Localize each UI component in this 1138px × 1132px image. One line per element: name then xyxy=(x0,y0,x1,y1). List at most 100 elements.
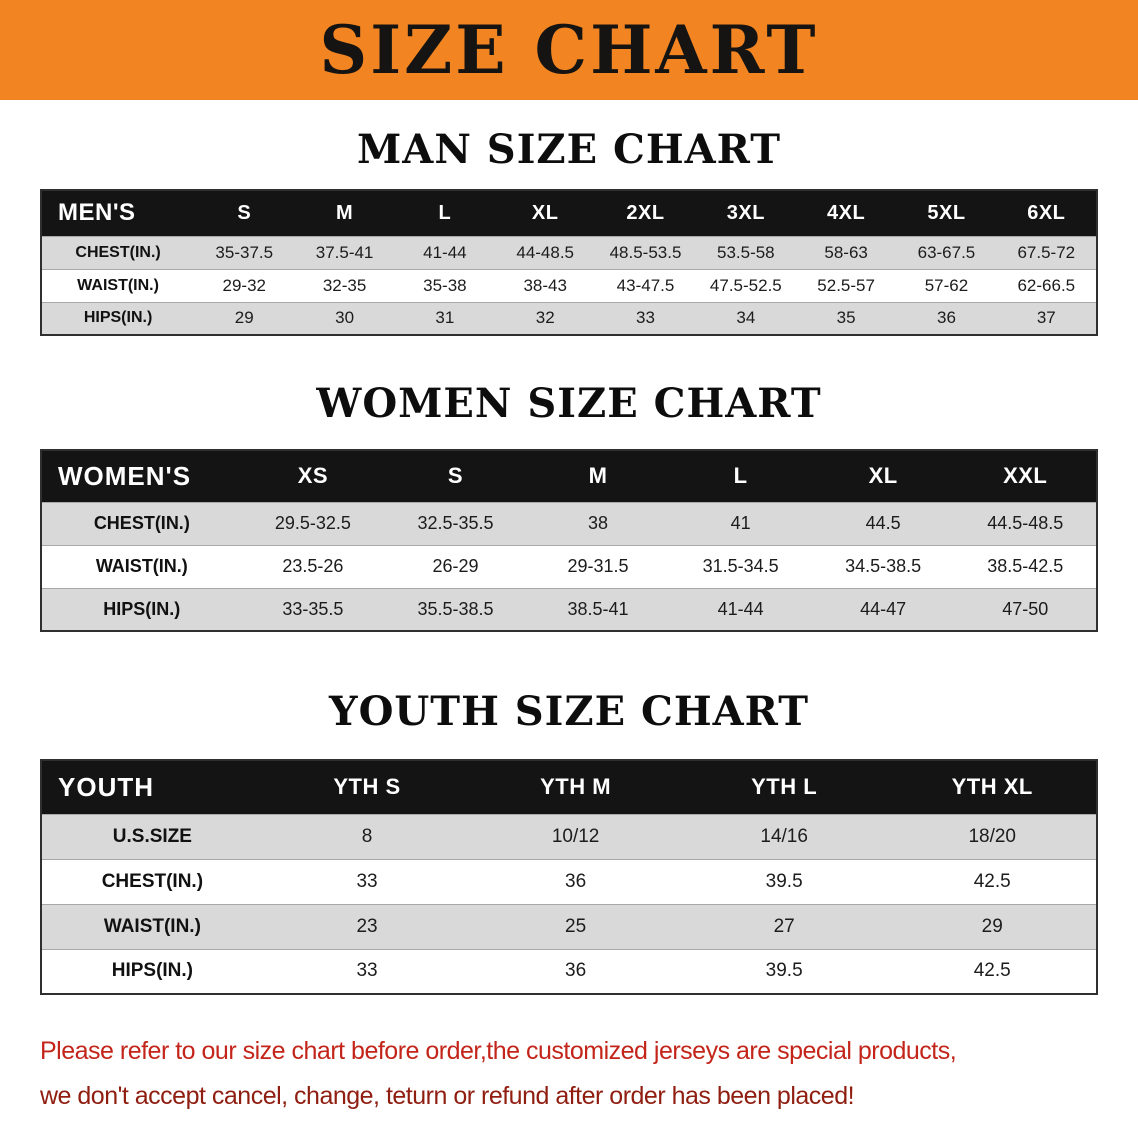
size-value-cell: 14/16 xyxy=(760,825,808,847)
size-column-header: XL xyxy=(811,450,955,502)
size-value-cell: 62-66.5 xyxy=(1017,275,1076,295)
row-label-cell: U.S.SIZE xyxy=(112,825,192,847)
size-value-cell: 67.5-72 xyxy=(1017,242,1076,262)
size-value-cell: 41 xyxy=(730,513,751,533)
table-title-cell: YOUTH xyxy=(41,760,263,814)
size-value-cell: 34.5-38.5 xyxy=(845,556,922,576)
size-value-cell: 36 xyxy=(565,960,587,982)
youth-table-body: U.S.SIZE 8 10/12 14/16 18/20 CHEST(IN.) 33 36 39… xyxy=(41,814,1097,994)
table-header-row: MEN'S S M L XL 2XL 3XL 4XL 5XL 6XL xyxy=(41,190,1097,236)
size-value-cell: 43-47.5 xyxy=(616,275,675,295)
size-value-cell: 39.5 xyxy=(765,960,803,982)
size-value-cell: 36 xyxy=(936,308,956,328)
size-column-header: YTH L xyxy=(679,760,889,814)
size-value-cell: 42.5 xyxy=(973,870,1011,892)
women-section-heading: WOMEN SIZE CHART xyxy=(316,380,822,427)
table-header-row: YOUTH YTH S YTH M YTH L YTH XL xyxy=(41,760,1097,814)
table-row: HIPS(IN.) 33 36 39.5 42.5 xyxy=(41,949,1097,994)
size-value-cell: 63-67.5 xyxy=(917,242,976,262)
banner: SIZE CHART xyxy=(0,0,1138,100)
size-value-cell: 37.5-41 xyxy=(315,242,374,262)
table-row: WAIST(IN.) 23 25 27 29 xyxy=(41,904,1097,949)
women-size-chart-section: WOMEN SIZE CHART WOMEN'S XS S M L XL XXL CHEST… xyxy=(0,380,1138,632)
size-value-cell: 44-48.5 xyxy=(516,242,575,262)
size-column-header: YTH XL xyxy=(888,760,1097,814)
order-disclaimer: Please refer to our size chart before or… xyxy=(0,1029,1138,1119)
women-table-head: WOMEN'S XS S M L XL XXL xyxy=(41,450,1097,502)
size-value-cell: 44-47 xyxy=(860,598,907,619)
table-row: CHEST(IN.) 29.5-32.5 32.5-35.5 38 41 44.5 44.5… xyxy=(41,502,1097,545)
size-value-cell: 33 xyxy=(356,960,378,982)
size-column-header: 2XL xyxy=(595,190,696,236)
size-column-header: M xyxy=(526,450,670,502)
size-column-header: 4XL xyxy=(795,190,897,236)
size-value-cell: 47.5-52.5 xyxy=(709,275,782,295)
men-table-head: MEN'S S M L XL 2XL 3XL 4XL 5XL 6XL xyxy=(41,190,1097,236)
table-row: U.S.SIZE 8 10/12 14/16 18/20 xyxy=(41,814,1097,859)
size-value-cell: 38.5-41 xyxy=(567,598,629,619)
size-value-cell: 10/12 xyxy=(551,825,600,847)
size-value-cell: 41-44 xyxy=(717,598,764,619)
size-value-cell: 8 xyxy=(361,825,373,847)
table-title-cell: MEN'S xyxy=(41,190,195,236)
men-section-heading: MAN SIZE CHART xyxy=(357,126,781,173)
size-value-cell: 29 xyxy=(234,308,254,328)
size-value-cell: 32-35 xyxy=(322,275,367,295)
youth-size-table: YOUTH YTH S YTH M YTH L YTH XL U.S.SIZE 8 10/1… xyxy=(40,759,1098,995)
women-table-body: CHEST(IN.) 29.5-32.5 32.5-35.5 38 41 44.5 44.5… xyxy=(41,502,1097,631)
table-row: HIPS(IN.) 33-35.5 35.5-38.5 38.5-41 41-44 44-… xyxy=(41,588,1097,631)
row-label-cell: CHEST(IN.) xyxy=(101,870,204,892)
disclaimer-line-2: we don't accept cancel, change, teturn o… xyxy=(40,1082,855,1110)
table-title-cell: WOMEN'S xyxy=(41,450,242,502)
size-value-cell: 29-31.5 xyxy=(567,556,629,576)
size-column-header: 6XL xyxy=(996,190,1097,236)
size-value-cell: 42.5 xyxy=(973,960,1011,982)
size-value-cell: 34 xyxy=(736,308,756,328)
row-label-cell: HIPS(IN.) xyxy=(83,309,153,327)
size-value-cell: 38.5-42.5 xyxy=(987,556,1064,576)
size-value-cell: 31 xyxy=(435,308,455,328)
men-size-table: MEN'S S M L XL 2XL 3XL 4XL 5XL 6XL CHEST(IN.) 35-3… xyxy=(40,189,1098,336)
table-row: WAIST(IN.) 29-32 32-35 35-38 38-43 43-47.5 47.… xyxy=(41,269,1097,302)
youth-size-chart-section: YOUTH SIZE CHART YOUTH YTH S YTH M YTH L YTH… xyxy=(0,688,1138,995)
size-column-header: 3XL xyxy=(695,190,796,236)
size-value-cell: 52.5-57 xyxy=(817,275,875,295)
size-value-cell: 41-44 xyxy=(423,242,467,262)
women-size-table: WOMEN'S XS S M L XL XXL CHEST(IN.) 29.5-32.5 32.… xyxy=(40,449,1098,632)
size-value-cell: 32 xyxy=(535,308,555,328)
size-value-cell: 57-62 xyxy=(924,275,969,295)
disclaimer-line-1: Please refer to our size chart before or… xyxy=(40,1037,957,1065)
size-value-cell: 37 xyxy=(1036,308,1056,328)
size-value-cell: 58-63 xyxy=(824,242,868,262)
men-size-chart-section: MAN SIZE CHART MEN'S S M L XL 2XL 3XL 4XL 5XL 6XL… xyxy=(0,126,1138,336)
row-label-cell: HIPS(IN.) xyxy=(103,598,181,619)
size-value-cell: 35.5-38.5 xyxy=(417,598,494,619)
size-value-cell: 29.5-32.5 xyxy=(274,513,351,533)
row-label-cell: WAIST(IN.) xyxy=(77,276,159,294)
row-label-cell: WAIST(IN.) xyxy=(103,915,201,937)
size-column-header: 5XL xyxy=(896,190,997,236)
row-label-cell: CHEST(IN.) xyxy=(75,243,161,261)
youth-table-head: YOUTH YTH S YTH M YTH L YTH XL xyxy=(41,760,1097,814)
size-value-cell: 35-37.5 xyxy=(215,242,274,262)
size-value-cell: 25 xyxy=(565,915,587,937)
size-value-cell: 18/20 xyxy=(968,825,1016,847)
size-value-cell: 23.5-26 xyxy=(282,556,344,576)
size-value-cell: 44.5 xyxy=(865,513,901,533)
size-value-cell: 38-43 xyxy=(523,275,567,295)
row-label-cell: WAIST(IN.) xyxy=(95,556,188,576)
size-column-header: XL xyxy=(495,190,596,236)
table-row: CHEST(IN.) 35-37.5 37.5-41 41-44 44-48.5 48.5… xyxy=(41,236,1097,269)
size-column-header: S xyxy=(194,190,295,236)
table-row: HIPS(IN.) 29 30 31 32 33 34 35 36 37 xyxy=(41,302,1097,335)
size-value-cell: 35-38 xyxy=(423,275,467,295)
size-value-cell: 35 xyxy=(836,308,856,328)
size-value-cell: 47-50 xyxy=(1002,598,1049,619)
size-column-header: M xyxy=(294,190,395,236)
size-value-cell: 33 xyxy=(356,870,378,892)
size-value-cell: 48.5-53.5 xyxy=(609,242,682,262)
size-value-cell: 26-29 xyxy=(432,556,479,576)
size-value-cell: 29 xyxy=(981,915,1003,937)
size-value-cell: 31.5-34.5 xyxy=(702,556,779,576)
